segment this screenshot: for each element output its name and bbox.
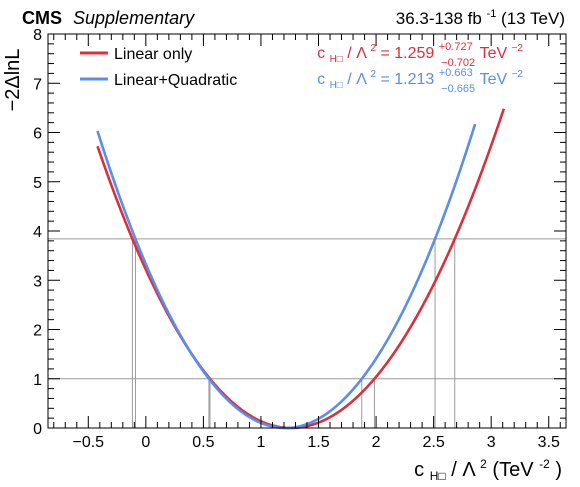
x-axis-label: c H□ / Λ 2 (TeV -2 ) — [414, 451, 562, 485]
y-tick-label: 6 — [33, 126, 42, 143]
y-tick-label: 5 — [33, 175, 42, 192]
x-tick-label: 0 — [141, 434, 150, 451]
plot-frame — [47, 33, 567, 429]
lumi-exponent: -1 — [487, 8, 497, 20]
series-curve-linear — [96, 108, 506, 430]
likelihood-curves — [96, 108, 506, 430]
x-tick-label: 2.5 — [422, 434, 444, 451]
y-tick-labels: 0 1 2 3 4 5 6 7 8 — [33, 27, 42, 438]
y-tick-label: 3 — [33, 273, 42, 290]
y-tick-label: 1 — [33, 372, 42, 389]
x-tick-label: 3 — [487, 434, 496, 451]
x-tick-labels: −0.5 0 0.5 1 1.5 2 2.5 3 3.5 — [72, 434, 559, 451]
experiment-header: CMS Supplementary — [22, 8, 195, 28]
legend-label-linear: Linear only — [114, 46, 192, 63]
legend: Linear only Linear+Quadratic — [80, 46, 237, 89]
luminosity-label: 36.3-138 fb -1 (13 TeV) — [396, 2, 565, 28]
y-tick-label: 8 — [33, 27, 42, 44]
series-curve-quadratic — [96, 123, 477, 430]
x-tick-label: 0.5 — [192, 434, 214, 451]
x-tick-label: 1.5 — [307, 434, 329, 451]
y-tick-label: 4 — [33, 224, 42, 241]
reference-lines — [48, 238, 566, 428]
y-tick-label: 2 — [33, 323, 42, 340]
x-tick-label: 1 — [257, 434, 266, 451]
annotation-linear: c H□ / Λ 2 = 1.259 +0.727 −0.702 TeV −2 — [317, 37, 523, 70]
x-tick-label: 2 — [372, 434, 381, 451]
legend-label-quadratic: Linear+Quadratic — [114, 72, 237, 89]
lumi-main: 36.3-138 fb — [396, 9, 482, 28]
experiment-tag: Supplementary — [73, 8, 195, 28]
experiment-name: CMS — [22, 8, 62, 28]
lumi-tail: (13 TeV) — [501, 9, 565, 28]
y-axis-label: −2ΔlnL — [2, 49, 24, 112]
y-tick-label: 0 — [33, 421, 42, 438]
y-tick-label: 7 — [33, 76, 42, 93]
annotation-quadratic: c H□ / Λ 2 = 1.213 +0.663 −0.665 TeV −2 — [317, 63, 523, 96]
axis-ticks — [48, 33, 566, 429]
x-tick-label: −0.5 — [72, 434, 104, 451]
x-tick-label: 3.5 — [538, 434, 560, 451]
